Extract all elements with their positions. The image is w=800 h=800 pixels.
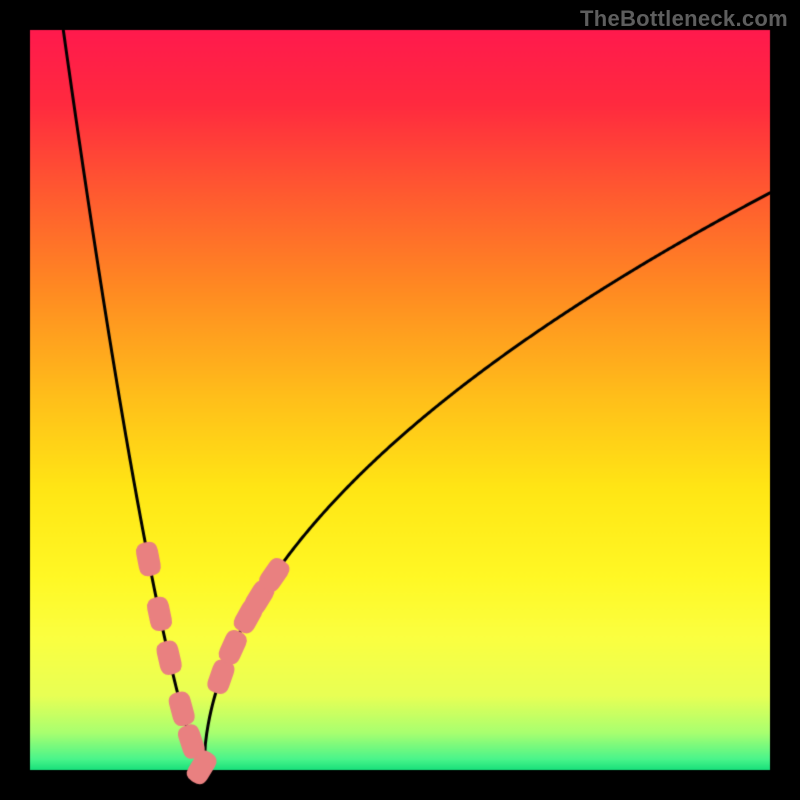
data-markers [0,0,800,800]
attribution-label: TheBottleneck.com [580,6,788,32]
chart-container: TheBottleneck.com [0,0,800,800]
